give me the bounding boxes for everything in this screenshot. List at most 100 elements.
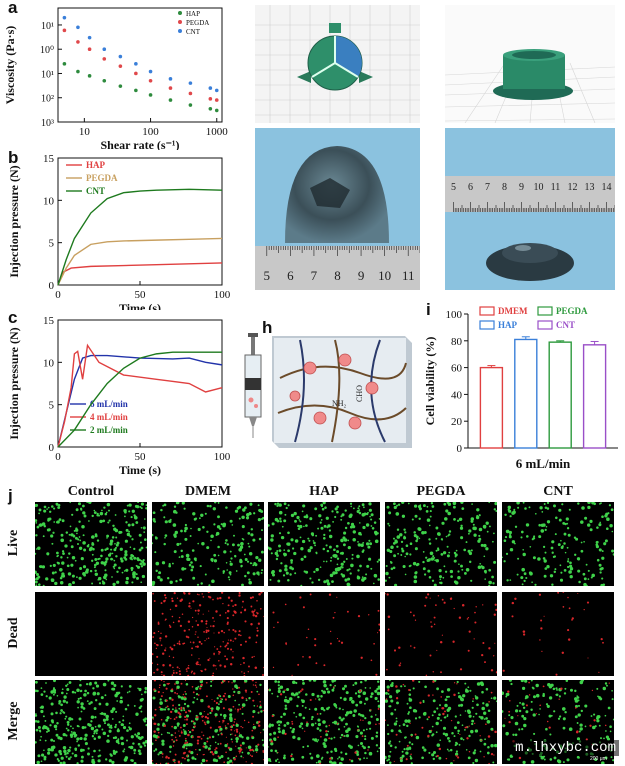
micrograph-live-hap xyxy=(268,502,380,586)
y-tick-label: 80 xyxy=(451,336,463,348)
y-tick-label: 10 xyxy=(43,357,55,369)
x-tick-label: 50 xyxy=(135,289,147,301)
series-line-1 xyxy=(57,237,223,286)
x-axis-label: 6 mL/min xyxy=(516,456,571,471)
axes-frame xyxy=(57,157,223,286)
row-label-dead: Dead xyxy=(6,617,21,649)
ruler-label: 7 xyxy=(310,268,318,283)
ruler-label: 14 xyxy=(601,182,612,193)
point-hap xyxy=(214,108,219,113)
model-grid-f xyxy=(445,49,615,123)
y-axis-label: Cell viability (%) xyxy=(423,337,437,426)
micrograph-merge-pegda xyxy=(385,680,497,764)
y-tick-label: 10³ xyxy=(41,118,54,129)
model-tab-right xyxy=(359,71,373,83)
point-cnt xyxy=(168,77,173,81)
legend-label-hap: HAP xyxy=(186,10,200,18)
bar-cnt xyxy=(582,344,607,449)
ruler-label: 6 xyxy=(287,268,294,283)
panel-label-c: c xyxy=(8,308,18,327)
legend-label-cnt: CNT xyxy=(186,28,201,36)
y-axis-label: Injection pressure (N) xyxy=(7,327,21,439)
y-tick-label: 10¹ xyxy=(41,21,54,32)
legend-swatch-hap xyxy=(479,320,495,330)
y-tick-label: 100 xyxy=(446,309,463,321)
ruler-label: 13 xyxy=(584,182,595,193)
micrograph-live-dmem xyxy=(152,502,264,586)
panel-f-3d-model xyxy=(445,5,615,123)
point-hap xyxy=(148,93,153,97)
point-hap xyxy=(208,107,213,111)
x-tick-label: 100 xyxy=(214,289,231,301)
y-tick-label: 15 xyxy=(43,153,55,165)
legend-label-hap: HAP xyxy=(498,320,518,330)
y-tick-label: 10² xyxy=(41,94,54,105)
point-hap xyxy=(188,103,193,107)
point-hap xyxy=(102,78,107,83)
axes-frame xyxy=(57,7,223,123)
ruler-label: 8 xyxy=(502,182,507,193)
y-axis-label: Viscosity (Pa·s) xyxy=(3,26,17,105)
legend-marker-hap xyxy=(178,11,182,15)
x-axis-label: Time (s) xyxy=(119,301,161,310)
legend-marker-cnt xyxy=(178,29,182,33)
x-tick-label: 0 xyxy=(55,451,61,463)
x-tick-label: 0 xyxy=(55,289,61,301)
ruler-label: 5 xyxy=(451,182,456,193)
x-tick-label: 1000 xyxy=(206,126,229,138)
ruler-label: 9 xyxy=(519,182,524,193)
micrograph-merge-dmem xyxy=(152,680,264,764)
cell-dots xyxy=(152,680,264,764)
x-tick-label: 10 xyxy=(79,126,91,138)
model-top-tab xyxy=(329,23,341,33)
micrograph-dead-cnt xyxy=(502,592,614,676)
panel-label-j: j xyxy=(8,486,13,505)
panel-label-b: b xyxy=(8,148,19,167)
chart-viscosity: 10 100 1000 10³ 10² 10¹ 10⁰ 10¹ Shear rate (s⁻¹)… xyxy=(3,7,229,150)
point-pegda xyxy=(214,98,219,102)
x-tick-label: 50 xyxy=(135,451,147,463)
ruler-label: 11 xyxy=(401,268,415,283)
y-tick-label: 10⁰ xyxy=(40,45,54,56)
legend-label-cnt: CNT xyxy=(556,320,575,330)
legend-label-dmem: DMEM xyxy=(498,306,528,316)
legend-marker-pegda xyxy=(178,20,182,24)
cell-dots xyxy=(35,680,147,764)
bar-dmem xyxy=(479,366,504,449)
cell-dots xyxy=(272,593,380,676)
point-cnt xyxy=(214,88,219,93)
bar-pegda xyxy=(548,341,572,449)
column-label-hap: HAP xyxy=(309,484,339,499)
syringe-icon xyxy=(244,333,262,438)
point-cnt xyxy=(102,47,107,52)
row-label-live: Live xyxy=(6,529,21,557)
y-tick-label: 60 xyxy=(451,363,463,375)
point-hap xyxy=(76,69,80,74)
photo-g xyxy=(445,176,615,281)
point-hap xyxy=(168,98,173,102)
y-axis-label: Injection pressure (N) xyxy=(7,165,21,277)
ruler-label: 10 xyxy=(533,182,544,193)
point-hap xyxy=(134,88,138,93)
point-cnt xyxy=(208,86,213,90)
point-hap xyxy=(62,62,67,66)
ruler-label: 10 xyxy=(378,268,392,283)
micrograph-live-control xyxy=(35,502,147,586)
legend-label-0: 6 mL/min xyxy=(90,399,128,409)
column-label-dmem: DMEM xyxy=(185,484,231,499)
x-axis-label: Shear rate (s⁻¹) xyxy=(100,138,179,150)
point-cnt xyxy=(87,35,92,40)
point-cnt xyxy=(134,62,138,66)
point-pegda xyxy=(118,64,123,68)
panel-label-h: h xyxy=(262,318,273,337)
label-nh2: NH₂ xyxy=(332,399,347,408)
point-pegda xyxy=(168,86,173,90)
y-tick-label: 20 xyxy=(451,416,463,428)
micrograph-dead-dmem xyxy=(152,592,264,676)
legend-label-2: CNT xyxy=(86,186,105,196)
micrograph-live-pegda xyxy=(385,502,497,586)
point-pegda xyxy=(148,78,153,83)
ruler-label: 7 xyxy=(485,182,490,193)
y-tick-label: 0 xyxy=(457,443,463,455)
ruler-label: 11 xyxy=(550,182,561,193)
